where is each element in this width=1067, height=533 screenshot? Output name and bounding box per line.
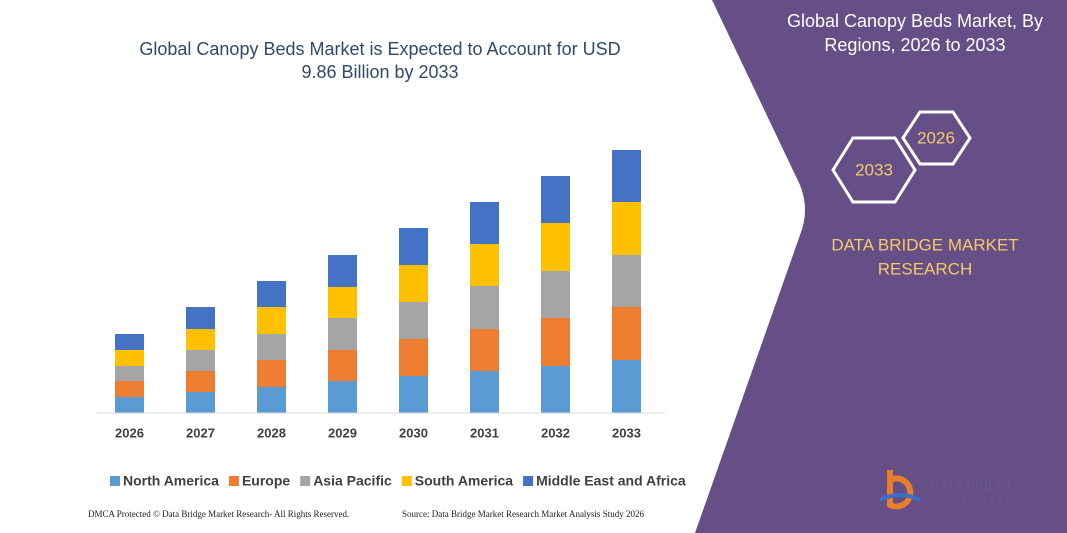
bar-segment [470, 371, 499, 413]
bar-segment [470, 244, 499, 286]
bar-segment [186, 307, 215, 329]
logo-text: DATA BRIDGE [930, 477, 1015, 492]
bar-segment [541, 176, 570, 223]
bar-segment [541, 366, 570, 413]
x-tick-label: 2031 [470, 425, 499, 440]
legend-swatch [110, 476, 120, 486]
bar-segment [399, 265, 428, 302]
side-panel [695, 0, 1067, 533]
bar-segment [186, 392, 215, 413]
bar-segment [186, 329, 215, 350]
x-tick-label: 2030 [399, 425, 428, 440]
bar-segment [470, 286, 499, 329]
logo-shape [887, 470, 914, 510]
x-tick-label: 2033 [612, 425, 641, 440]
bar-segment [612, 150, 641, 202]
bar-segment [541, 223, 570, 271]
bar-segment [328, 318, 357, 350]
legend-swatch [300, 476, 311, 486]
x-tick-label: 2027 [186, 425, 215, 440]
bar-segment [186, 350, 215, 371]
legend-swatch [401, 476, 412, 486]
footnote: DMCA Protected © Data Bridge Market Rese… [88, 509, 349, 519]
chart-title: Global Canopy Beds Market is Expected to… [139, 39, 620, 59]
logo-subtext: MARKET RESEARCH [930, 497, 1045, 504]
legend-label: South America [415, 473, 513, 489]
hexagon [831, 136, 917, 204]
bar-segment [115, 334, 144, 350]
bar-segment [257, 360, 286, 387]
hexagon [901, 110, 972, 166]
hexagon-label: 2026 [917, 128, 955, 147]
logo-mark [879, 470, 921, 510]
bar-segment [399, 376, 428, 413]
bar-segment [612, 202, 641, 255]
hexagon-label: 2033 [855, 160, 893, 179]
bar-segment [115, 350, 144, 366]
bar-segment [257, 334, 286, 360]
bar-segment [470, 202, 499, 244]
bar-segment [328, 381, 357, 413]
bar-segment [186, 371, 215, 392]
bar-segment [399, 228, 428, 265]
legend-swatch [228, 476, 239, 486]
panel-title: Global Canopy Beds Market, By [787, 11, 1043, 31]
x-tick-label: 2028 [257, 425, 286, 440]
bar-segment [612, 360, 641, 413]
bar-segment [328, 287, 357, 318]
bar-segment [257, 387, 286, 413]
bar-segment [328, 350, 357, 381]
bar-segment [328, 255, 357, 287]
bar-segment [115, 381, 144, 397]
source: Source: Data Bridge Market Research Mark… [402, 509, 644, 519]
legend-label: Middle East and Africa [536, 473, 686, 489]
legend-swatch [523, 476, 534, 486]
bar-segment [257, 281, 286, 307]
x-tick-label: 2029 [328, 425, 357, 440]
brand-text: RESEARCH [878, 259, 972, 278]
logo-shape [879, 493, 921, 502]
bar-segment [612, 255, 641, 307]
bar-segment [541, 318, 570, 366]
bar-segment [612, 307, 641, 360]
legend-label: Asia Pacific [313, 473, 392, 489]
legend-label: North America [123, 473, 219, 489]
brand-text: DATA BRIDGE MARKET [831, 235, 1018, 254]
bar-segment [541, 271, 570, 318]
x-tick-label: 2026 [115, 425, 144, 440]
bar-segment [115, 397, 144, 413]
bar-segment [257, 307, 286, 334]
bar-segment [399, 302, 428, 339]
x-tick-label: 2032 [541, 425, 570, 440]
bar-segment [470, 329, 499, 371]
bar-segment [115, 366, 144, 381]
chart-title: 9.86 Billion by 2033 [301, 62, 458, 82]
bar-segment [399, 339, 428, 376]
legend-label: Europe [242, 473, 290, 489]
panel-title: Regions, 2026 to 2033 [824, 35, 1005, 55]
